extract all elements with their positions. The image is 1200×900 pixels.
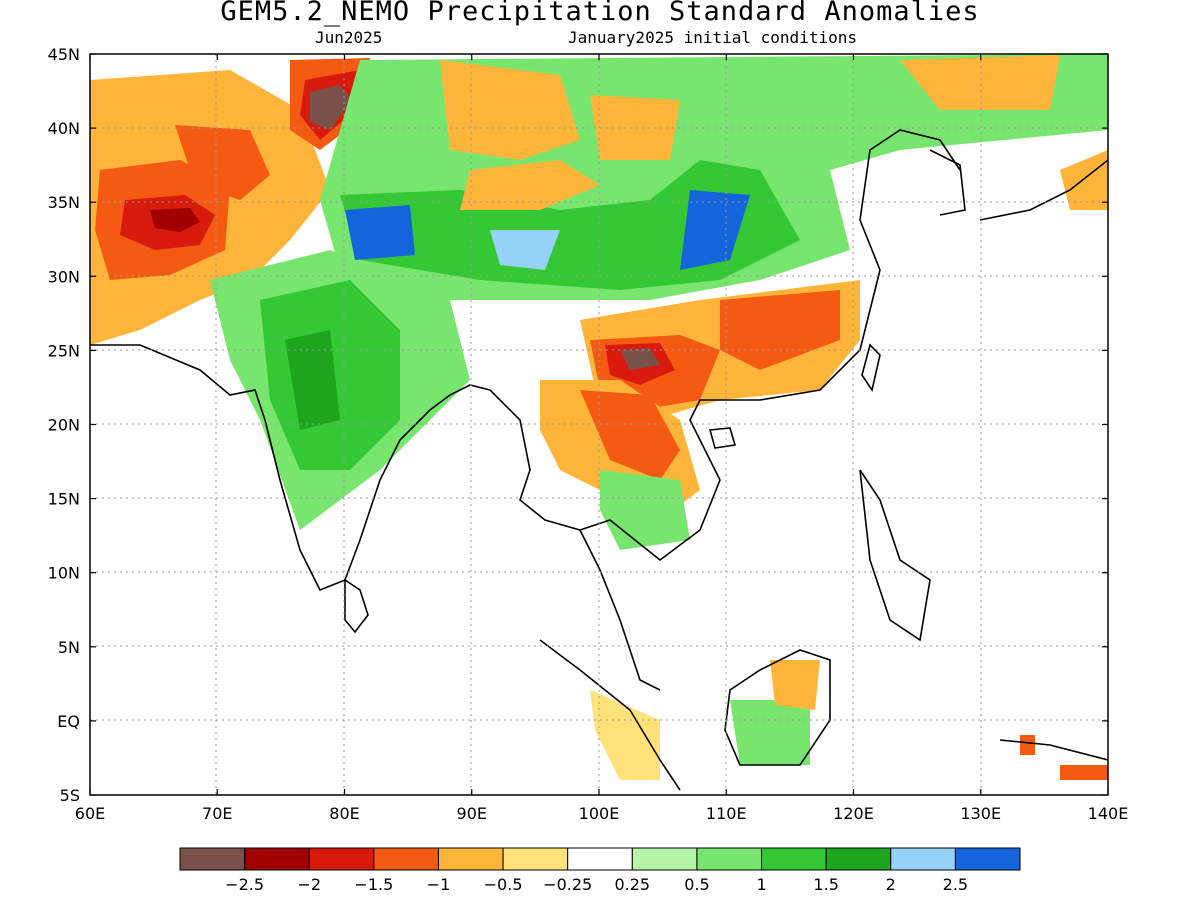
lat-label: EQ <box>57 712 80 731</box>
colorbar-swatch <box>890 847 956 871</box>
colorbar-label: −0.25 <box>543 875 592 894</box>
lat-label: 20N <box>48 416 80 435</box>
lat-label: 25N <box>48 341 80 360</box>
colorbar-label: −0.5 <box>484 875 523 894</box>
anomaly-wet-tibet-center <box>490 230 560 270</box>
lat-label: 30N <box>48 267 80 286</box>
lon-label: 140E <box>1088 804 1129 823</box>
lon-label: 70E <box>202 804 232 823</box>
lat-label: 5S <box>60 786 80 805</box>
lon-label: 90E <box>457 804 487 823</box>
anomaly-dry-northeast <box>900 55 1060 110</box>
colorbar-label: 1.5 <box>813 875 838 894</box>
colorbar-label: −1.5 <box>354 875 393 894</box>
lon-label: 60E <box>75 804 105 823</box>
coastline-philippines <box>859 469 931 642</box>
lat-label: 10N <box>48 564 80 583</box>
coastline-arabian-sea <box>90 344 491 592</box>
colorbar: −2.5 −2 −1.5 −1 −0.5 −0.25 0.25 0.5 1 1.5 2 2.5 <box>179 847 1021 894</box>
colorbar-label: 2.5 <box>943 875 968 894</box>
colorbar-swatch <box>244 847 310 871</box>
coastline-vietnam-china <box>579 129 961 562</box>
coastlines <box>90 129 1108 791</box>
coastline-sri-lanka <box>344 578 369 634</box>
coastline-indochina <box>489 389 661 691</box>
lon-label: 110E <box>706 804 747 823</box>
lat-label: 45N <box>48 45 80 64</box>
lat-label: 15N <box>48 490 80 509</box>
coastline-new-guinea <box>999 739 1108 761</box>
lon-label: 130E <box>960 804 1001 823</box>
initial-conditions: January2025 initial conditions <box>568 28 857 47</box>
coastline-japan <box>979 159 1108 221</box>
colorbar-swatch <box>954 847 1021 871</box>
anomaly-wet-tibet-west <box>345 205 415 260</box>
colorbar-label: −1 <box>427 875 451 894</box>
colorbar-swatch <box>437 847 504 871</box>
lat-label: 35N <box>48 193 80 212</box>
lon-label: 120E <box>833 804 874 823</box>
coastline-sumatra <box>539 639 681 791</box>
colorbar-label: −2.5 <box>225 875 264 894</box>
anomaly-dry-tien-shan-extreme <box>310 85 352 130</box>
anomaly-dry-south-china-extreme <box>620 348 660 370</box>
anomaly-dry-north-2 <box>460 160 600 210</box>
valid-month: Jun2025 <box>315 28 383 47</box>
anomaly-dry-north-3 <box>590 95 680 160</box>
anomaly-dry-kashmir <box>175 125 270 200</box>
anomaly-field <box>90 54 1108 780</box>
colorbar-label: −2 <box>297 875 321 894</box>
anomaly-wet-india-strong <box>285 330 340 430</box>
anomaly-wet-tibet-east <box>680 190 750 270</box>
lon-label: 100E <box>579 804 620 823</box>
colorbar-label: 0.25 <box>614 875 650 894</box>
colorbar-swatch <box>825 847 892 871</box>
colorbar-swatch <box>179 847 246 871</box>
longitude-labels: 60E 70E 80E 90E 100E 110E 120E 130E 140E <box>75 804 1129 823</box>
colorbar-swatch <box>308 847 375 871</box>
anomaly-dry-new-guinea <box>1060 765 1108 780</box>
lat-label: 40N <box>48 119 80 138</box>
colorbar-swatch <box>567 847 633 871</box>
anomaly-dry-japan <box>1060 150 1108 210</box>
anomaly-dry-sumatra <box>590 690 660 780</box>
colorbar-label: 2 <box>886 875 896 894</box>
colorbar-swatch <box>373 847 439 871</box>
tick-marks <box>89 53 1109 796</box>
lon-label: 80E <box>329 804 359 823</box>
colorbar-swatch <box>631 847 698 871</box>
coastline-taiwan <box>861 343 881 392</box>
latitude-labels: 45N 40N 35N 30N 25N 20N 15N 10N 5N EQ 5S <box>48 45 80 805</box>
colorbar-swatch <box>502 847 569 871</box>
coastline-korea <box>929 149 966 216</box>
lat-label: 5N <box>58 638 80 657</box>
colorbar-swatch <box>761 847 827 871</box>
anomaly-dry-indochina-core <box>580 390 680 480</box>
anomaly-dry-borneo <box>770 660 820 710</box>
colorbar-swatch <box>696 847 763 871</box>
colorbar-label: 0.5 <box>684 875 709 894</box>
coastline-hainan <box>708 427 737 449</box>
graticule <box>90 54 1108 795</box>
map-title: GEM5.2_NEMO Precipitation Standard Anoma… <box>220 0 980 27</box>
anomaly-dry-north-1 <box>440 60 580 160</box>
anomaly-dry-new-guinea-west <box>1020 735 1035 755</box>
anomaly-dry-west-extreme <box>150 208 200 232</box>
anomaly-wet-thailand <box>600 470 690 550</box>
colorbar-label: 1 <box>756 875 766 894</box>
anomaly-wet-borneo <box>730 700 810 765</box>
